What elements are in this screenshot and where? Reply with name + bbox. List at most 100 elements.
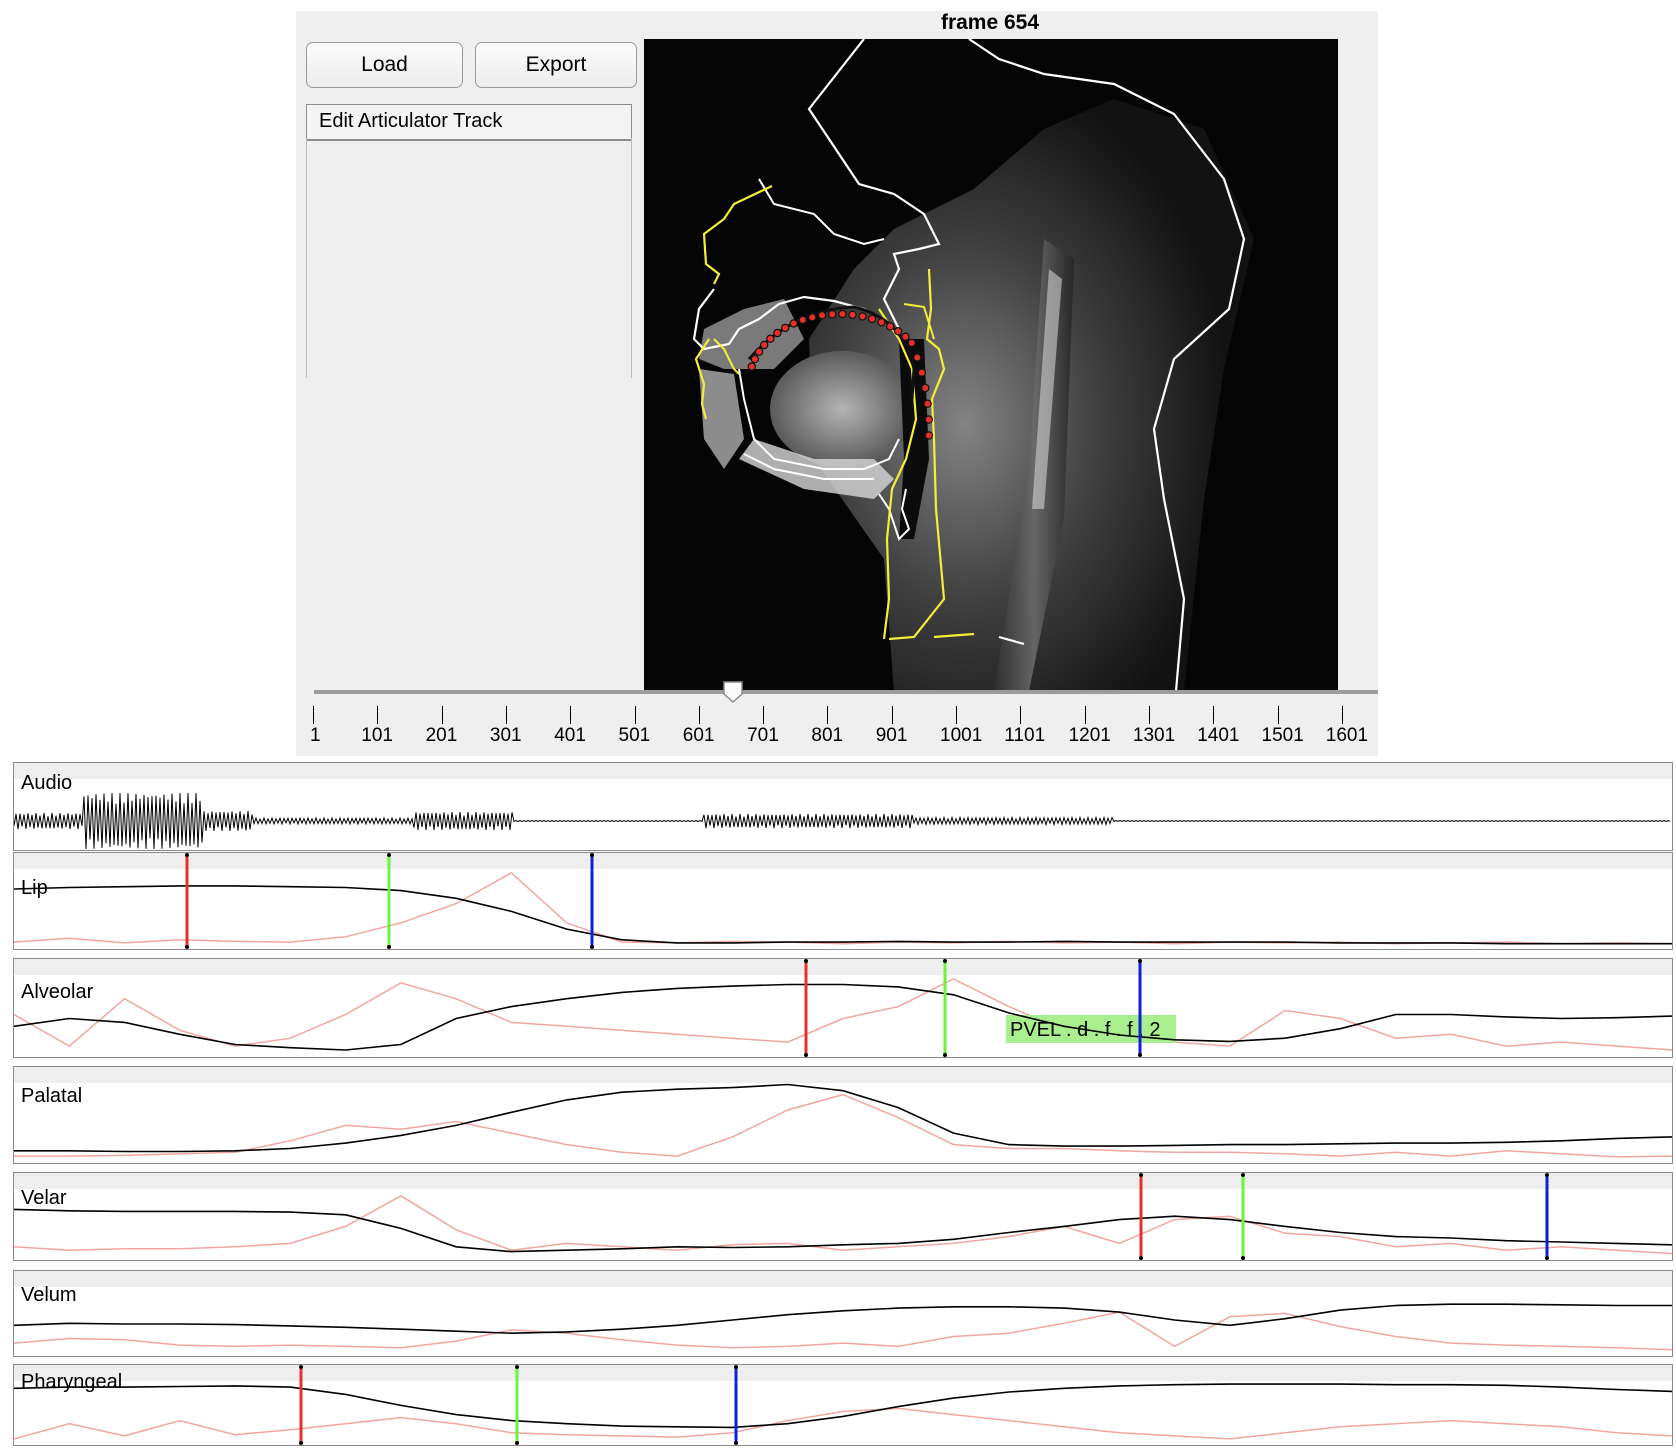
tongue-contour-point: [798, 315, 807, 325]
ruler-tick: [441, 706, 443, 724]
track-header: [14, 853, 1672, 869]
export-button[interactable]: Export: [475, 42, 637, 88]
tongue-contour-point: [885, 322, 895, 331]
gesture-marker-handle[interactable]: [515, 1441, 519, 1445]
ruler-tick-label: 901: [875, 725, 908, 746]
tongue-contour-point: [924, 415, 933, 424]
track-palatal[interactable]: Palatal: [13, 1066, 1673, 1164]
mri-image: [692, 38, 1254, 692]
track-audio[interactable]: Audio: [13, 762, 1673, 851]
gesture-marker-handle[interactable]: [185, 853, 189, 857]
gesture-marker-handle[interactable]: [943, 959, 947, 963]
ruler-tick-label: 1501: [1261, 725, 1304, 746]
gesture-marker-handle[interactable]: [734, 1365, 738, 1369]
ruler-tick: [1341, 706, 1343, 724]
ruler-tick-label: 401: [554, 725, 586, 746]
tongue-contour-point: [789, 319, 798, 328]
track-velum[interactable]: Velum: [13, 1270, 1673, 1357]
track-label: Velum: [21, 1284, 77, 1306]
ruler-tick-label: 1601: [1325, 725, 1369, 746]
frame-slider-thumb[interactable]: [722, 680, 744, 704]
ruler-tick: [634, 706, 636, 724]
gesture-marker-handle[interactable]: [1138, 959, 1142, 963]
gesture-marker-handle[interactable]: [590, 945, 594, 949]
gesture-marker-handle[interactable]: [1138, 1053, 1142, 1057]
tongue-contour-point: [773, 328, 782, 338]
gesture-marker-handle[interactable]: [185, 945, 189, 949]
tongue-contour-point: [838, 309, 847, 319]
tongue-contour-point: [747, 362, 757, 371]
gesture-marker-handle[interactable]: [1241, 1173, 1245, 1177]
ruler-tick: [698, 706, 700, 724]
ruler-tick: [1277, 706, 1279, 724]
ruler-tick: [1020, 706, 1022, 724]
gesture-marker-handle[interactable]: [1545, 1173, 1549, 1177]
track-label: Velar: [21, 1187, 67, 1209]
tongue-contour-point: [923, 399, 932, 408]
lip-trajectory: [14, 853, 1672, 949]
ruler-tick-label: 501: [618, 725, 651, 746]
frame-title: frame 654: [940, 11, 1040, 34]
gesture-marker-handle[interactable]: [387, 945, 391, 949]
tongue-contour-point: [766, 334, 775, 343]
gesture-marker-handle[interactable]: [590, 853, 594, 857]
track-alveolar[interactable]: Alveolar PVEL . d . f . f . 2: [13, 958, 1673, 1058]
ruler-tick: [377, 706, 379, 724]
ruler-tick-label: 1: [310, 725, 321, 746]
tongue-contour-point: [907, 338, 916, 348]
ruler-tick-label: 801: [811, 725, 844, 746]
tongue-contour-point: [808, 313, 817, 322]
frame-slider[interactable]: [314, 690, 1378, 694]
gesture-marker-handle[interactable]: [1241, 1256, 1245, 1260]
ruler-tick-label: 301: [489, 725, 522, 746]
edit-articulator-label: Edit Articulator Track: [319, 110, 503, 132]
tongue-contour-point: [867, 314, 877, 324]
ruler-tick-label: 1301: [1132, 725, 1176, 746]
ruler-tick: [763, 706, 765, 724]
track-label: Alveolar: [21, 981, 94, 1003]
track-lip[interactable]: Lip: [13, 852, 1673, 950]
ruler-tick-label: 201: [425, 725, 458, 746]
gesture-marker-handle[interactable]: [299, 1365, 303, 1369]
tongue-contour-point: [780, 323, 790, 333]
tongue-contour-point: [759, 340, 769, 350]
gesture-marker-handle[interactable]: [1139, 1256, 1143, 1260]
gesture-marker-handle[interactable]: [804, 959, 808, 963]
ruler-tick-label: 101: [361, 725, 393, 746]
gesture-marker-handle[interactable]: [943, 1053, 947, 1057]
edit-articulator-menu[interactable]: Edit Articulator Track: [306, 104, 632, 141]
tongue-contour-point: [817, 311, 827, 320]
track-header: [14, 1067, 1672, 1083]
ruler-tick-label: 701: [747, 725, 779, 746]
tongue-contour-point: [913, 353, 922, 362]
gesture-marker-handle[interactable]: [387, 853, 391, 857]
ruler-tick: [313, 706, 314, 724]
track-label: Palatal: [21, 1085, 83, 1107]
gesture-marker-handle[interactable]: [1139, 1173, 1143, 1177]
ruler-tick-label: 1101: [1004, 725, 1046, 746]
mri-frame-view[interactable]: [644, 38, 1338, 692]
tongue-contour-point: [750, 354, 760, 364]
track-pharyngeal[interactable]: Pharyngeal: [13, 1364, 1673, 1446]
ruler-tick: [1148, 706, 1150, 724]
alveolar-trajectory: PVEL . d . f . f . 2: [14, 959, 1672, 1057]
track-header: [14, 1173, 1672, 1189]
menu-divider: [306, 138, 307, 378]
pharyngeal-trajectory: [14, 1365, 1672, 1445]
ruler-tick-label: 601: [682, 725, 715, 746]
load-button[interactable]: Load: [306, 42, 463, 88]
gesture-marker-handle[interactable]: [734, 1441, 738, 1445]
gesture-marker-handle[interactable]: [515, 1365, 519, 1369]
track-velar[interactable]: Velar: [13, 1172, 1673, 1261]
gesture-marker-handle[interactable]: [804, 1053, 808, 1057]
gesture-marker-handle[interactable]: [299, 1441, 303, 1445]
tongue-contour-point: [827, 310, 837, 319]
ruler-tick-label: 1401: [1197, 725, 1240, 746]
track-header: [14, 1365, 1672, 1381]
ruler-tick: [570, 706, 572, 724]
ruler-tick: [956, 706, 957, 724]
menu-divider: [631, 138, 632, 378]
tongue-contour-points[interactable]: [747, 309, 934, 440]
ruler-tick: [505, 706, 507, 724]
gesture-marker-handle[interactable]: [1545, 1256, 1549, 1260]
